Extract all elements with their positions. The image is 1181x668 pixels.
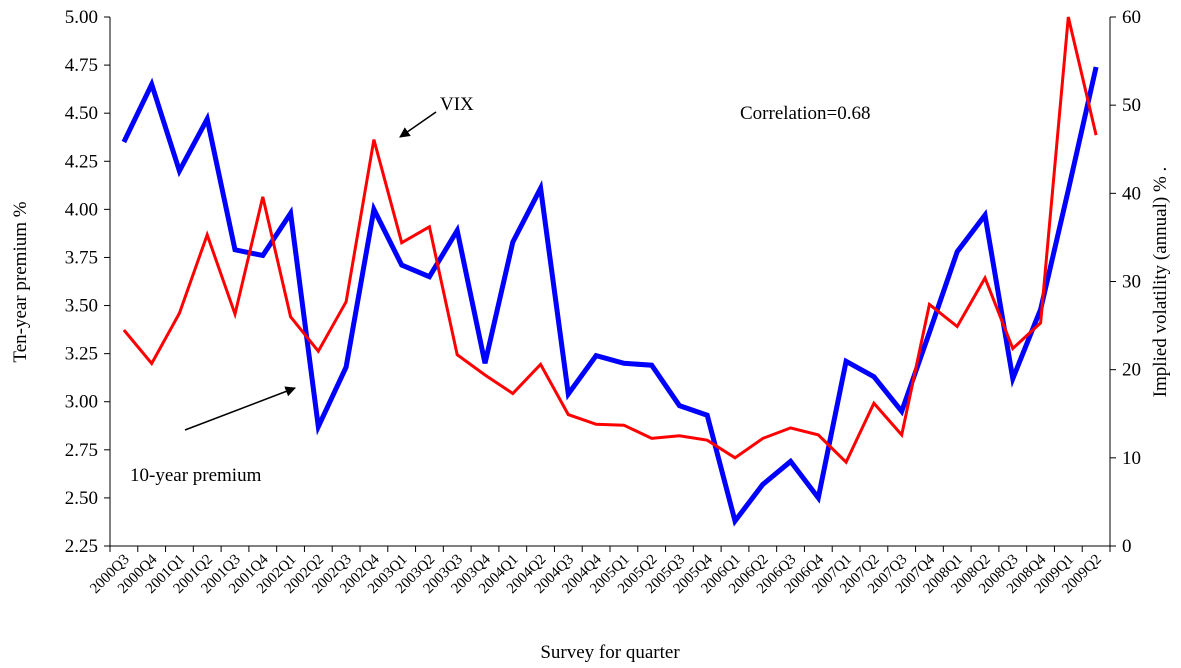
y-tick-label: 5.00	[65, 7, 98, 28]
y2-tick-label: 60	[1122, 7, 1141, 28]
y-tick-label: 3.50	[65, 296, 98, 317]
annotation: VIX	[440, 94, 474, 115]
y2-tick-label: 10	[1122, 448, 1141, 469]
y2-tick-label: 40	[1122, 183, 1141, 204]
y-tick-label: 3.75	[65, 247, 98, 268]
series-line	[121, 66, 1099, 527]
y2-tick-label: 20	[1122, 360, 1141, 381]
y-tick-label: 2.50	[65, 488, 98, 509]
annotation: Correlation=0.68	[740, 103, 871, 124]
y-tick-label: 3.00	[65, 392, 98, 413]
y-tick-label: 4.50	[65, 103, 98, 124]
annotation: 10-year premium	[130, 465, 262, 486]
y-tick-label: 4.75	[65, 55, 98, 76]
y-tick-label: 4.25	[65, 151, 98, 172]
x-axis-title: Survey for quarter	[540, 642, 680, 663]
y2-tick-label: 30	[1122, 272, 1141, 293]
y-axis-title: Ten-year premium %	[10, 201, 31, 362]
arrow	[399, 111, 437, 138]
series-line	[122, 16, 1098, 465]
y-tick-label: 3.25	[65, 344, 98, 365]
arrow	[184, 386, 296, 431]
y2-axis-title: Implied volatility (annual) % .	[1150, 167, 1171, 398]
y-tick-label: 2.75	[65, 440, 98, 461]
y2-tick-label: 50	[1122, 95, 1141, 116]
y-tick-label: 2.25	[65, 536, 98, 557]
y-tick-label: 4.00	[65, 199, 98, 220]
y2-tick-label: 0	[1122, 536, 1132, 557]
